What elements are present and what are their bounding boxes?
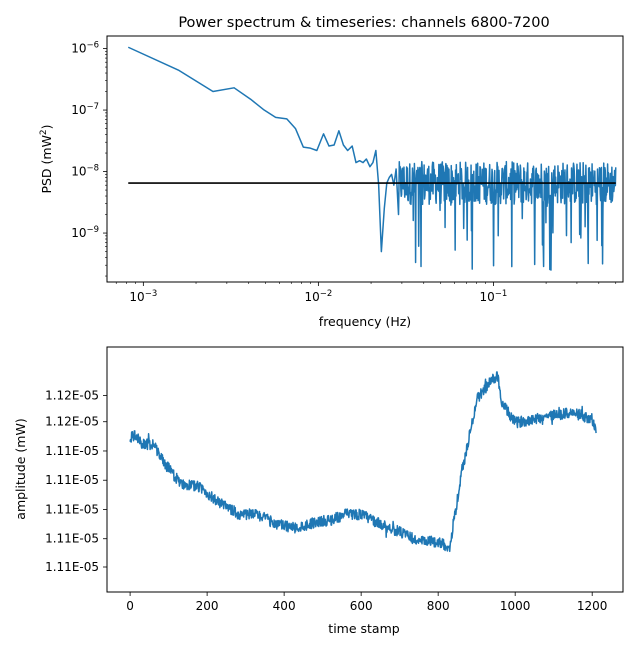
timeseries-xtick-label: 200: [196, 599, 219, 613]
timeseries-plot: 0 200 400 600 800 1000 1200 1.12E-05 1.12E-05 1.1…: [13, 346, 624, 636]
timeseries-xtick-label: 400: [273, 599, 296, 613]
psd-xtick-label: 10−2: [304, 289, 332, 304]
timeseries-xtick-label: 1200: [577, 599, 608, 613]
timeseries-ytick-label: 1.11E-05: [45, 532, 99, 546]
psd-ytick-label: 10−6: [71, 41, 99, 56]
timeseries-xtick-label: 1000: [500, 599, 531, 613]
psd-xtick-label: 10−1: [480, 289, 508, 304]
timeseries-ytick-label: 1.11E-05: [45, 473, 99, 487]
psd-axes-frame: [106, 35, 624, 283]
timeseries-ytick-label: 1.11E-05: [45, 560, 99, 574]
timeseries-xlabel: time stamp: [328, 621, 399, 636]
psd-ytick-label: 10−9: [71, 225, 99, 240]
timeseries-ytick-label: 1.12E-05: [45, 388, 99, 402]
timeseries-xtick-label: 0: [126, 599, 134, 613]
psd-ytick-label: 10−8: [71, 164, 99, 179]
timeseries-xtick-label: 600: [350, 599, 373, 613]
timeseries-ytick-label: 1.11E-05: [45, 502, 99, 516]
psd-plot: 10−3 10−2 10−1 10−9 10−8 10−7 10−6 frequency (…: [39, 35, 624, 329]
psd-xlabel: frequency (Hz): [319, 314, 411, 329]
timeseries-ytick-label: 1.12E-05: [45, 415, 99, 429]
timeseries-axes-frame: [106, 346, 624, 593]
psd-series-line: [127, 46, 617, 271]
timeseries-ytick-label: 1.11E-05: [45, 444, 99, 458]
psd-ylabel: PSD (mW2): [39, 124, 54, 193]
timeseries-xtick-label: 800: [427, 599, 450, 613]
timeseries-ylabel: amplitude (mW): [13, 418, 28, 519]
chart-title: Power spectrum & timeseries: channels 68…: [178, 15, 549, 31]
psd-ytick-label: 10−7: [71, 102, 99, 117]
timeseries-line: [129, 371, 597, 553]
psd-xtick-label: 10−3: [129, 289, 157, 304]
